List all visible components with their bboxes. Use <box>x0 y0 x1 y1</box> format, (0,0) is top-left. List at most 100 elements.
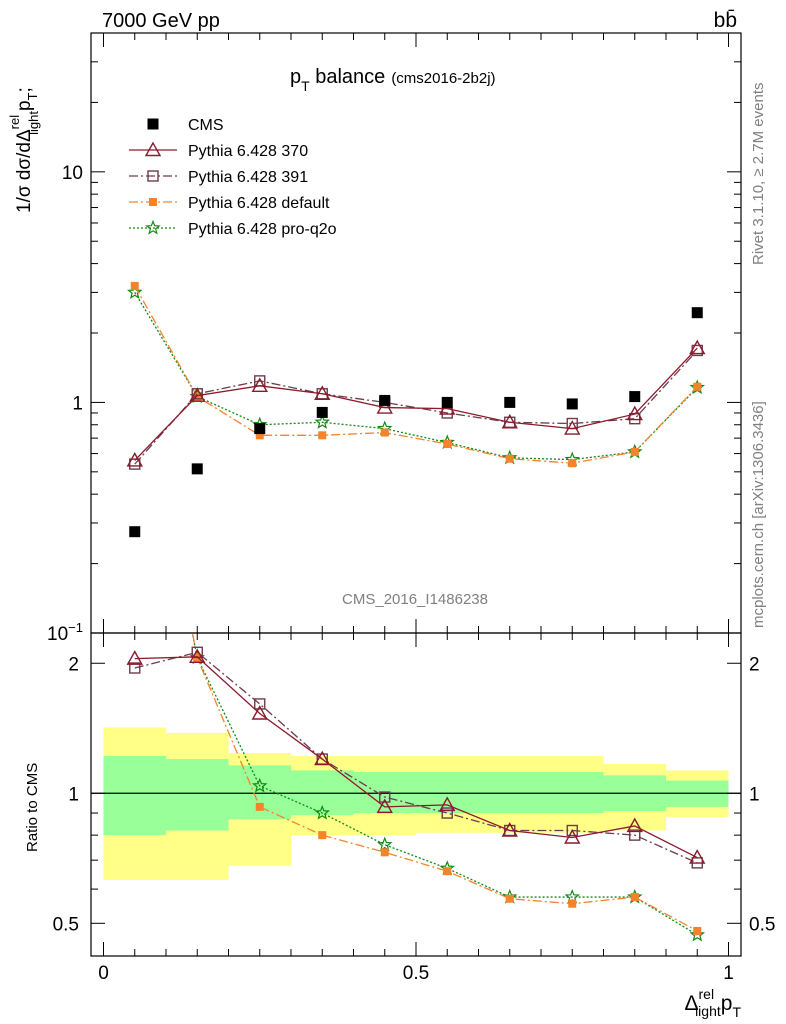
data-point <box>629 391 641 403</box>
data-point <box>689 339 706 355</box>
legend-label: Pythia 6.428 pro-q2o <box>188 221 337 238</box>
ratio-point <box>568 899 577 908</box>
ratio-point <box>251 777 268 793</box>
ratio-point <box>376 836 393 852</box>
ratio-point <box>314 750 331 766</box>
data-point <box>501 413 518 429</box>
ratio-point <box>505 894 514 903</box>
legend-marker <box>149 198 157 206</box>
ratio-point <box>626 817 643 833</box>
ratio-point <box>254 698 266 710</box>
energy-label: 7000 GeV pp <box>102 10 220 32</box>
legend-entry: Pythia 6.428 391 <box>129 169 308 186</box>
ratio-pythia-6-428-370 <box>126 648 706 864</box>
data-point <box>318 431 327 440</box>
ratio-point <box>380 848 389 857</box>
data-point <box>441 396 453 408</box>
legend-marker <box>145 219 161 235</box>
ratio-point <box>189 648 206 663</box>
ratio-line <box>134 656 698 859</box>
data-point <box>314 414 331 429</box>
ratio-y-tick-label-right: 1 <box>749 784 760 805</box>
data-point <box>505 454 514 463</box>
ratio-point <box>439 796 456 812</box>
data-point <box>379 394 391 406</box>
mcplots-label: mcplots.cern.ch [arXiv:1306.3436] <box>750 401 767 628</box>
data-point <box>254 423 266 435</box>
inner-band-bin <box>228 765 291 820</box>
ratio-panel-series <box>126 633 706 942</box>
data-point <box>129 458 141 470</box>
legend: CMS Pythia 6.428 370 Pythia 6.428 391 Pythi… <box>129 117 337 238</box>
data-point <box>130 281 139 290</box>
main-y-tick-label: 10−1 <box>47 620 83 645</box>
data-point <box>129 526 141 538</box>
series-pythia-6-428-370 <box>126 339 706 467</box>
inner-band-bin <box>478 772 541 814</box>
data-point <box>251 377 268 393</box>
series-line <box>134 292 698 461</box>
data-point <box>380 428 389 437</box>
data-point <box>189 387 206 402</box>
ratio-point <box>126 650 143 665</box>
x-tick-label: 0 <box>98 963 109 984</box>
ratio-point <box>443 867 452 876</box>
data-point <box>626 405 643 421</box>
main-y-tick-label: 1 <box>72 393 83 414</box>
ratio-point <box>629 829 641 841</box>
inner-band-bin <box>166 759 229 831</box>
data-point <box>630 447 639 456</box>
ratio-point <box>441 807 453 819</box>
ratio-line <box>191 633 698 936</box>
data-point <box>564 420 581 435</box>
ratio-point <box>255 802 264 811</box>
series-line <box>134 350 698 465</box>
ratio-point <box>693 926 702 935</box>
y-axis-label-main: 1/σ dσ/dΔrel lightpT; <box>7 87 41 213</box>
ratio-point <box>379 791 391 803</box>
series-line <box>134 285 698 464</box>
x-tick-label: 0.5 <box>403 963 429 984</box>
legend-label: CMS <box>188 117 224 134</box>
ratio-y-tick-label: 1 <box>68 784 79 805</box>
data-point <box>191 463 203 475</box>
analysis-label: CMS_2016_I1486238 <box>342 591 488 608</box>
data-point <box>691 307 703 319</box>
ratio-point <box>251 705 268 720</box>
ratio-line <box>191 633 698 932</box>
rivet-label: Rivet 3.1.10, ≥ 2.7M events <box>750 83 767 266</box>
series-line <box>134 347 698 461</box>
ratio-point <box>318 831 327 840</box>
ratio-line <box>134 651 698 864</box>
legend-entry: Pythia 6.428 370 <box>129 141 308 160</box>
x-tick-label: 1 <box>723 963 734 984</box>
data-point <box>193 392 202 401</box>
data-point <box>693 382 702 391</box>
axis-ticks: 10−1 1 10 0.5 0.5 1 1 2 2 0 0.5 1 <box>47 32 775 984</box>
legend-label: Pythia 6.428 391 <box>188 169 308 186</box>
ratio-y-tick-label-right: 2 <box>749 654 760 675</box>
legend-marker <box>147 170 159 182</box>
legend-marker <box>144 141 162 157</box>
data-point <box>316 406 328 418</box>
data-point <box>126 284 143 299</box>
inner-band-bin <box>541 772 604 814</box>
ratio-point <box>564 829 581 844</box>
legend-label: Pythia 6.428 370 <box>188 143 308 160</box>
data-point <box>314 385 331 400</box>
main-y-tick-label: 10 <box>62 163 83 184</box>
inner-band-bin <box>103 755 166 836</box>
data-point <box>566 398 578 410</box>
ratio-point <box>501 822 518 837</box>
ratio-point <box>566 824 578 837</box>
data-point <box>568 459 577 468</box>
legend-marker <box>147 118 159 130</box>
process-label: bb̄ <box>714 9 737 32</box>
ratio-point <box>129 662 141 674</box>
y-axis-label-ratio: Ratio to CMS <box>24 763 41 852</box>
ratio-y-tick-label-right: 0.5 <box>749 914 775 935</box>
ratio-point <box>689 849 706 864</box>
legend-label: Pythia 6.428 default <box>188 195 330 212</box>
data-point <box>443 440 452 449</box>
